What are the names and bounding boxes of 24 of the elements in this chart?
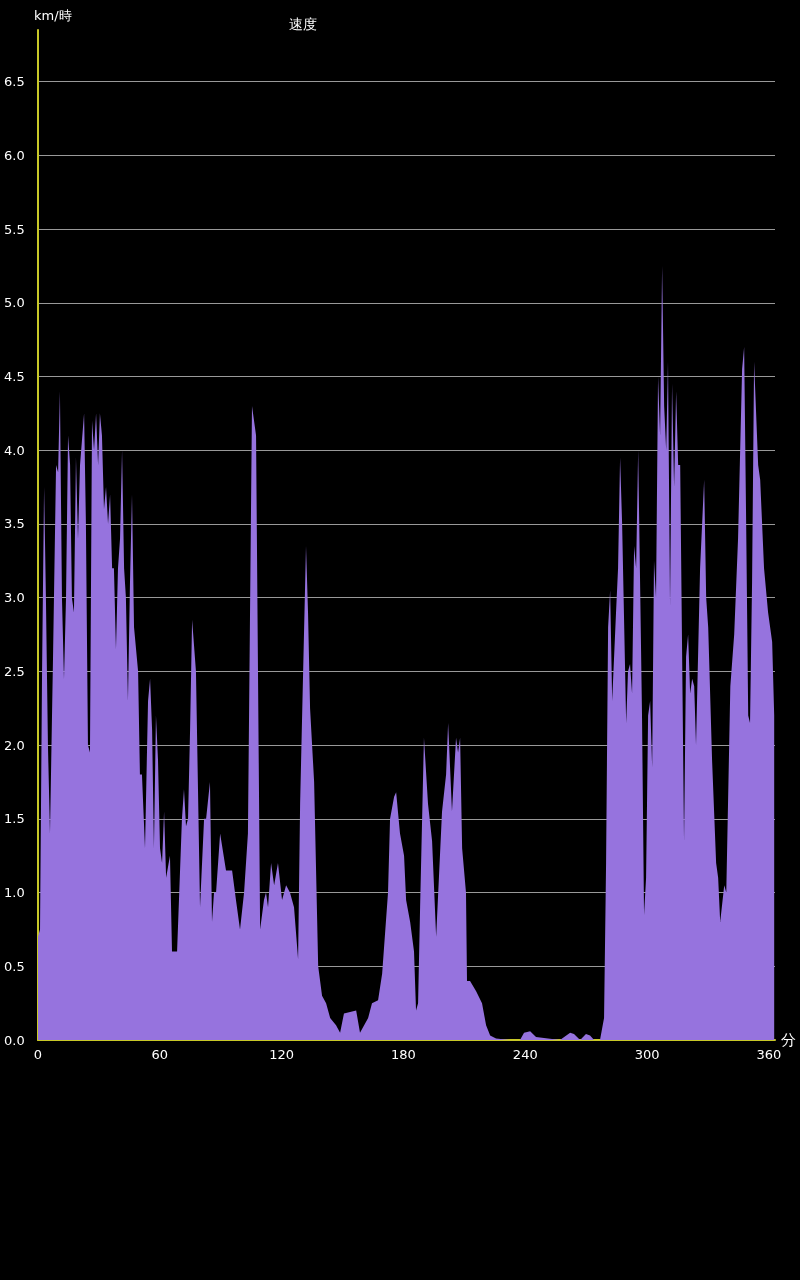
x-tick-label: 300 bbox=[634, 1047, 660, 1062]
x-tick-label: 360 bbox=[756, 1047, 782, 1062]
x-tick-label: 60 bbox=[151, 1047, 169, 1062]
y-tick-label: 5.5 bbox=[4, 221, 25, 237]
y-tick-label: 2.5 bbox=[4, 663, 25, 679]
y-tick-label: 6.0 bbox=[4, 147, 25, 163]
y-tick-label: 2.0 bbox=[4, 737, 25, 753]
x-tick-label: 240 bbox=[512, 1047, 538, 1062]
y-tick-label: 1.0 bbox=[4, 885, 25, 901]
y-tick-label: 4.0 bbox=[4, 442, 25, 458]
x-tick-label: 0 bbox=[33, 1047, 43, 1062]
y-tick-label: 5.0 bbox=[4, 295, 25, 311]
x-axis-title: 分 bbox=[781, 1031, 796, 1049]
y-tick-label: 6.5 bbox=[4, 74, 25, 90]
x-tick-label: 180 bbox=[391, 1047, 416, 1062]
y-tick-label: 3.0 bbox=[4, 590, 25, 606]
chart-title: 速度 bbox=[289, 16, 317, 32]
y-tick-label: 3.5 bbox=[4, 516, 25, 532]
y-tick-label: 0.5 bbox=[4, 958, 25, 974]
y-tick-label: 1.5 bbox=[4, 811, 25, 827]
y-axis-title: km/時 bbox=[34, 8, 72, 23]
x-tick-label: 120 bbox=[269, 1047, 295, 1062]
y-tick-label: 4.5 bbox=[4, 369, 25, 384]
y-tick-label: 0.0 bbox=[4, 1032, 25, 1048]
